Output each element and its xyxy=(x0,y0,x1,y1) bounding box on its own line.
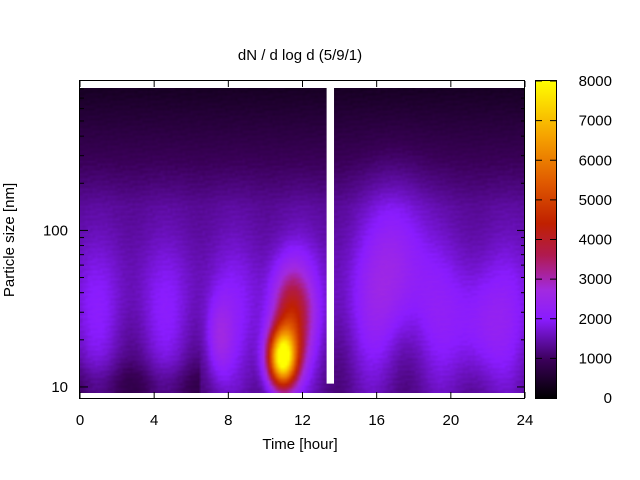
x-tick-label: 24 xyxy=(517,412,534,429)
chart-title: dN / d log d (5/9/1) xyxy=(238,47,362,64)
x-tick-label: 8 xyxy=(224,412,232,429)
x-tick-label: 4 xyxy=(150,412,158,429)
y-tick-label: 100 xyxy=(43,222,68,239)
colorbar-tick-label: 8000 xyxy=(579,73,612,90)
x-tick-label: 0 xyxy=(76,412,84,429)
x-tick-label: 16 xyxy=(368,412,385,429)
colorbar-tick-label: 3000 xyxy=(579,271,612,288)
colorbar-tick-label: 2000 xyxy=(579,311,612,328)
missing-data-gaps xyxy=(326,81,335,384)
colorbar-tick-label: 1000 xyxy=(579,350,612,367)
colorbar-ticks: 0 1000 2000 3000 4000 5000 6000 7000 8000 xyxy=(536,73,612,407)
plot-area: 0 4 8 12 16 20 24 10 100 xyxy=(43,80,534,429)
colorbar-tick-label: 0 xyxy=(604,390,612,407)
colorbar-tick-label: 5000 xyxy=(579,192,612,209)
y-tick-label: 10 xyxy=(51,379,68,396)
x-axis-ticks: 0 4 8 12 16 20 24 xyxy=(76,81,534,429)
plot-frame xyxy=(79,80,525,399)
x-tick-label: 20 xyxy=(442,412,459,429)
x-axis-label: Time [hour] xyxy=(262,436,337,453)
x-tick-label: 12 xyxy=(294,412,311,429)
y-axis-label: Particle size [nm] xyxy=(1,183,18,297)
colorbar-tick-label: 4000 xyxy=(579,232,612,249)
colorbar: 0 1000 2000 3000 4000 5000 6000 7000 8000 xyxy=(535,73,612,407)
y-axis-ticks: 10 100 xyxy=(43,88,525,396)
colorbar-tick-label: 6000 xyxy=(579,152,612,169)
missing-data-gap xyxy=(326,81,335,384)
colorbar-tick-label: 7000 xyxy=(579,113,612,130)
heatmap-image xyxy=(80,88,525,393)
